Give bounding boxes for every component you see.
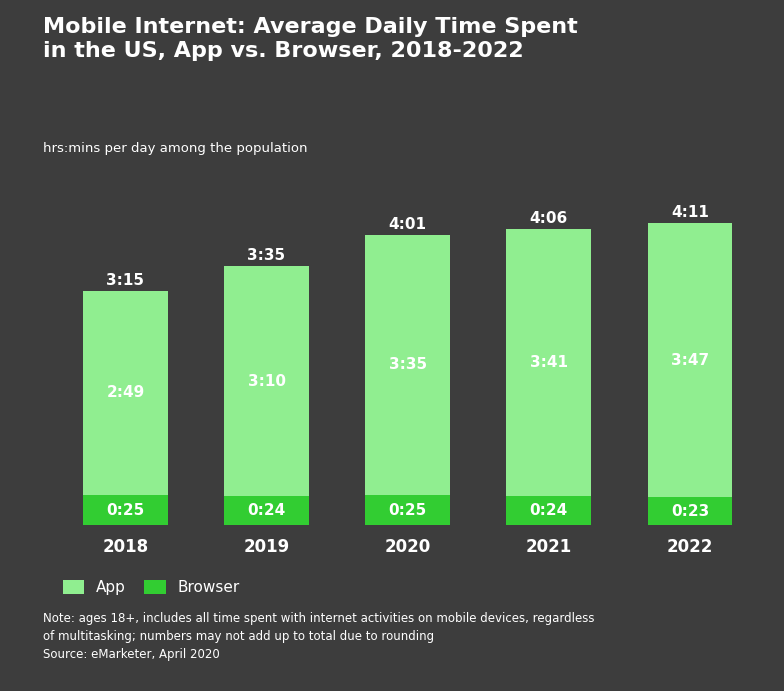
Bar <box>365 495 450 525</box>
Text: 4:11: 4:11 <box>671 205 709 220</box>
Legend: App, Browser: App, Browser <box>63 580 240 595</box>
Bar <box>224 496 309 525</box>
Text: 4:01: 4:01 <box>389 217 426 232</box>
Text: 3:35: 3:35 <box>248 249 285 263</box>
Text: 0:25: 0:25 <box>107 502 144 518</box>
Text: Note: ages 18+, includes all time spent with internet activities on mobile devic: Note: ages 18+, includes all time spent … <box>43 612 594 661</box>
Text: 3:15: 3:15 <box>107 273 144 287</box>
Bar <box>506 229 591 496</box>
Text: 0:24: 0:24 <box>530 503 568 518</box>
Bar <box>83 495 168 525</box>
Text: 4:06: 4:06 <box>530 211 568 226</box>
Text: 2:49: 2:49 <box>107 386 144 400</box>
Bar <box>365 235 450 495</box>
Text: 3:47: 3:47 <box>671 352 709 368</box>
Bar <box>648 498 732 525</box>
Text: hrs:mins per day among the population: hrs:mins per day among the population <box>43 142 307 155</box>
Bar <box>648 223 732 498</box>
Text: 3:41: 3:41 <box>530 355 568 370</box>
Text: 0:23: 0:23 <box>671 504 709 519</box>
Bar <box>506 496 591 525</box>
Text: 0:25: 0:25 <box>389 502 426 518</box>
Text: 0:24: 0:24 <box>248 503 285 518</box>
Text: Mobile Internet: Average Daily Time Spent
in the US, App vs. Browser, 2018-2022: Mobile Internet: Average Daily Time Spen… <box>43 17 578 61</box>
Text: 3:35: 3:35 <box>389 357 426 372</box>
Bar <box>224 266 309 496</box>
Text: 3:10: 3:10 <box>248 374 285 389</box>
Bar <box>83 290 168 495</box>
